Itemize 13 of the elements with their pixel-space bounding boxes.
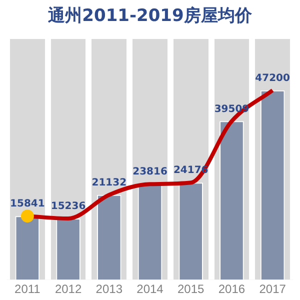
data-label: 23816 [132, 166, 168, 178]
x-tick-label: 2011 [14, 282, 41, 296]
data-label: 21132 [92, 177, 127, 188]
data-label: 47200 [255, 72, 290, 84]
x-tick-label: 2012 [54, 282, 82, 296]
chart-title: 通州2011-2019房屋均价 [47, 5, 253, 27]
x-tick-label: 2017 [259, 282, 286, 296]
x-tick-label: 2016 [218, 282, 246, 296]
x-tick-label: 2014 [136, 282, 164, 296]
x-tick-label: 2015 [178, 282, 205, 296]
x-tick-label: 2013 [96, 282, 123, 296]
data-label: 15236 [50, 201, 86, 212]
data-label: 15841 [10, 198, 45, 210]
